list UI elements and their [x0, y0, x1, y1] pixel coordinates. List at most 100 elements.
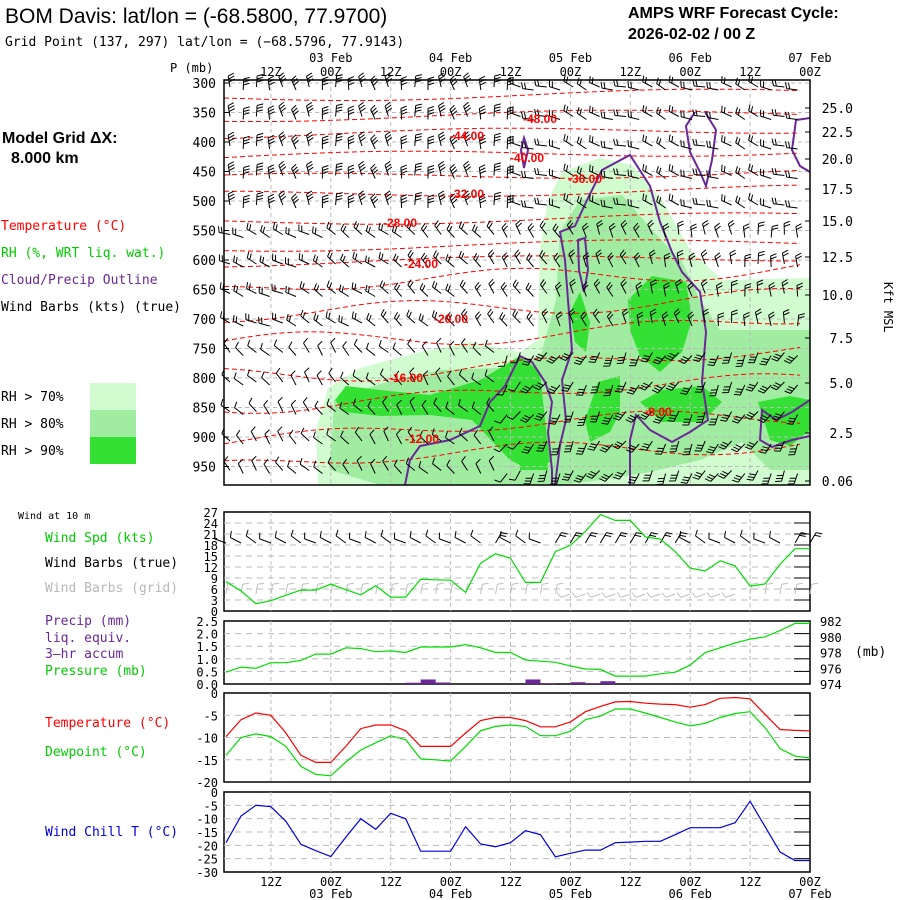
- wind-barb: [534, 138, 547, 147]
- wind-barb-true: [695, 529, 706, 544]
- bottom-hour-label: 12Z: [500, 875, 522, 889]
- wind-barb: [378, 222, 389, 235]
- wind-barb: [694, 381, 706, 393]
- legend-3hr-accum: 3—hr accum: [45, 647, 123, 662]
- wind-barb: [627, 473, 640, 484]
- wind-barb: [394, 282, 402, 297]
- wind-barb-grid: [285, 582, 294, 595]
- wind-barb-true: [349, 532, 361, 544]
- wind-barb-grid: [480, 582, 489, 595]
- wind-barb: [509, 106, 521, 117]
- wind-barb-grid: [375, 582, 384, 595]
- wind-barb: [525, 282, 534, 297]
- pressure-tick-label: 700: [193, 313, 216, 328]
- wind-barb: [321, 135, 329, 149]
- wind-barb: [702, 219, 709, 235]
- wind-barb: [237, 458, 244, 474]
- wind-barb: [668, 134, 680, 147]
- wind-barb: [488, 455, 495, 471]
- wind-barb: [312, 226, 323, 238]
- wind-tick-label: 6: [211, 583, 218, 597]
- wind-barb: [680, 169, 693, 179]
- wind-barb: [795, 252, 802, 268]
- pressure-tick-label: 300: [193, 77, 216, 92]
- wind-barb: [445, 401, 455, 415]
- wind-barb: [521, 200, 534, 209]
- main-gridlines: [224, 80, 810, 485]
- top-hour-label: 12Z: [260, 65, 282, 79]
- wind-barb: [288, 429, 297, 445]
- temperature-tick-label: -15: [196, 754, 218, 768]
- wind-barb: [326, 428, 336, 442]
- wind-barb: [539, 220, 548, 235]
- wind-barb: [546, 384, 561, 394]
- wind-barb: [291, 75, 299, 91]
- wind-barb: [358, 160, 366, 176]
- wind-barb: [420, 223, 429, 238]
- wind-barb: [589, 411, 601, 423]
- wind-barb: [589, 164, 600, 176]
- wind-barb-true: [335, 529, 347, 544]
- wind-barb: [561, 381, 574, 392]
- wind-barb: [668, 470, 680, 482]
- wind-barb: [599, 443, 614, 453]
- wind-barb: [652, 414, 666, 424]
- wind-tick-label: 27: [204, 506, 218, 520]
- wind-barb: [242, 76, 250, 91]
- wind-barb-grid: [420, 582, 429, 595]
- wind-barb-true: [629, 532, 643, 544]
- wind-barb: [785, 170, 798, 179]
- wind-barb: [680, 384, 693, 395]
- wind-barb-grid: [435, 582, 444, 595]
- wind-barb: [580, 311, 587, 327]
- isotherm-label: -20.00: [434, 312, 468, 326]
- wind-barb: [475, 458, 482, 474]
- wind-barb: [321, 106, 329, 120]
- wind-barb: [406, 220, 416, 235]
- wind-barb: [369, 429, 376, 445]
- wind-barb-grid: [539, 582, 549, 595]
- wind-barb: [484, 369, 495, 383]
- wind-barb: [458, 368, 468, 383]
- wind-barb: [702, 308, 710, 324]
- wind-barb: [652, 355, 666, 365]
- wind-barb: [275, 456, 284, 471]
- wind-barb: [427, 165, 435, 179]
- wind-barb: [656, 195, 666, 209]
- legend-precip: Precip (mm): [45, 614, 131, 629]
- wind-barb: [692, 79, 706, 88]
- wind-barb-true: [214, 532, 227, 544]
- wind-barb: [735, 107, 746, 120]
- wind-barb: [365, 372, 376, 386]
- wind-barb: [421, 399, 429, 415]
- wind-barb-grid: [405, 582, 414, 595]
- bottom-date-label: 04 Feb: [429, 887, 472, 900]
- pressure-tick-label: 750: [193, 343, 216, 358]
- bottom-hour-label: 00Z: [679, 875, 701, 889]
- wind-barb-grid: [721, 592, 736, 598]
- wind-barb: [272, 253, 283, 265]
- wind-barb-grid: [661, 592, 676, 598]
- wind-barb: [771, 197, 785, 206]
- wind-barb: [742, 223, 750, 238]
- wind-barb: [548, 414, 561, 425]
- wind-barb: [288, 341, 297, 356]
- wind-barb-true: [319, 531, 332, 544]
- wind-barb: [554, 281, 562, 297]
- wind-barb: [735, 166, 746, 179]
- wind-barb: [250, 426, 257, 442]
- bottom-hour-label: 00Z: [799, 875, 821, 889]
- wind-barb: [223, 456, 231, 471]
- grid-point-info: Grid Point (137, 297) lat/lon = (−68.579…: [5, 35, 404, 50]
- height-tick-label: 17.5: [822, 183, 853, 198]
- wind-barb: [272, 312, 283, 324]
- wind-barb: [521, 170, 534, 179]
- isotherm-line: [223, 127, 801, 140]
- wind-barb: [613, 109, 627, 117]
- wind-barb: [365, 225, 376, 238]
- wind-barb: [596, 219, 604, 235]
- wind-barb: [247, 369, 257, 383]
- bottom-hour-label: 12Z: [260, 875, 282, 889]
- pressure-tick-label: 350: [193, 107, 216, 122]
